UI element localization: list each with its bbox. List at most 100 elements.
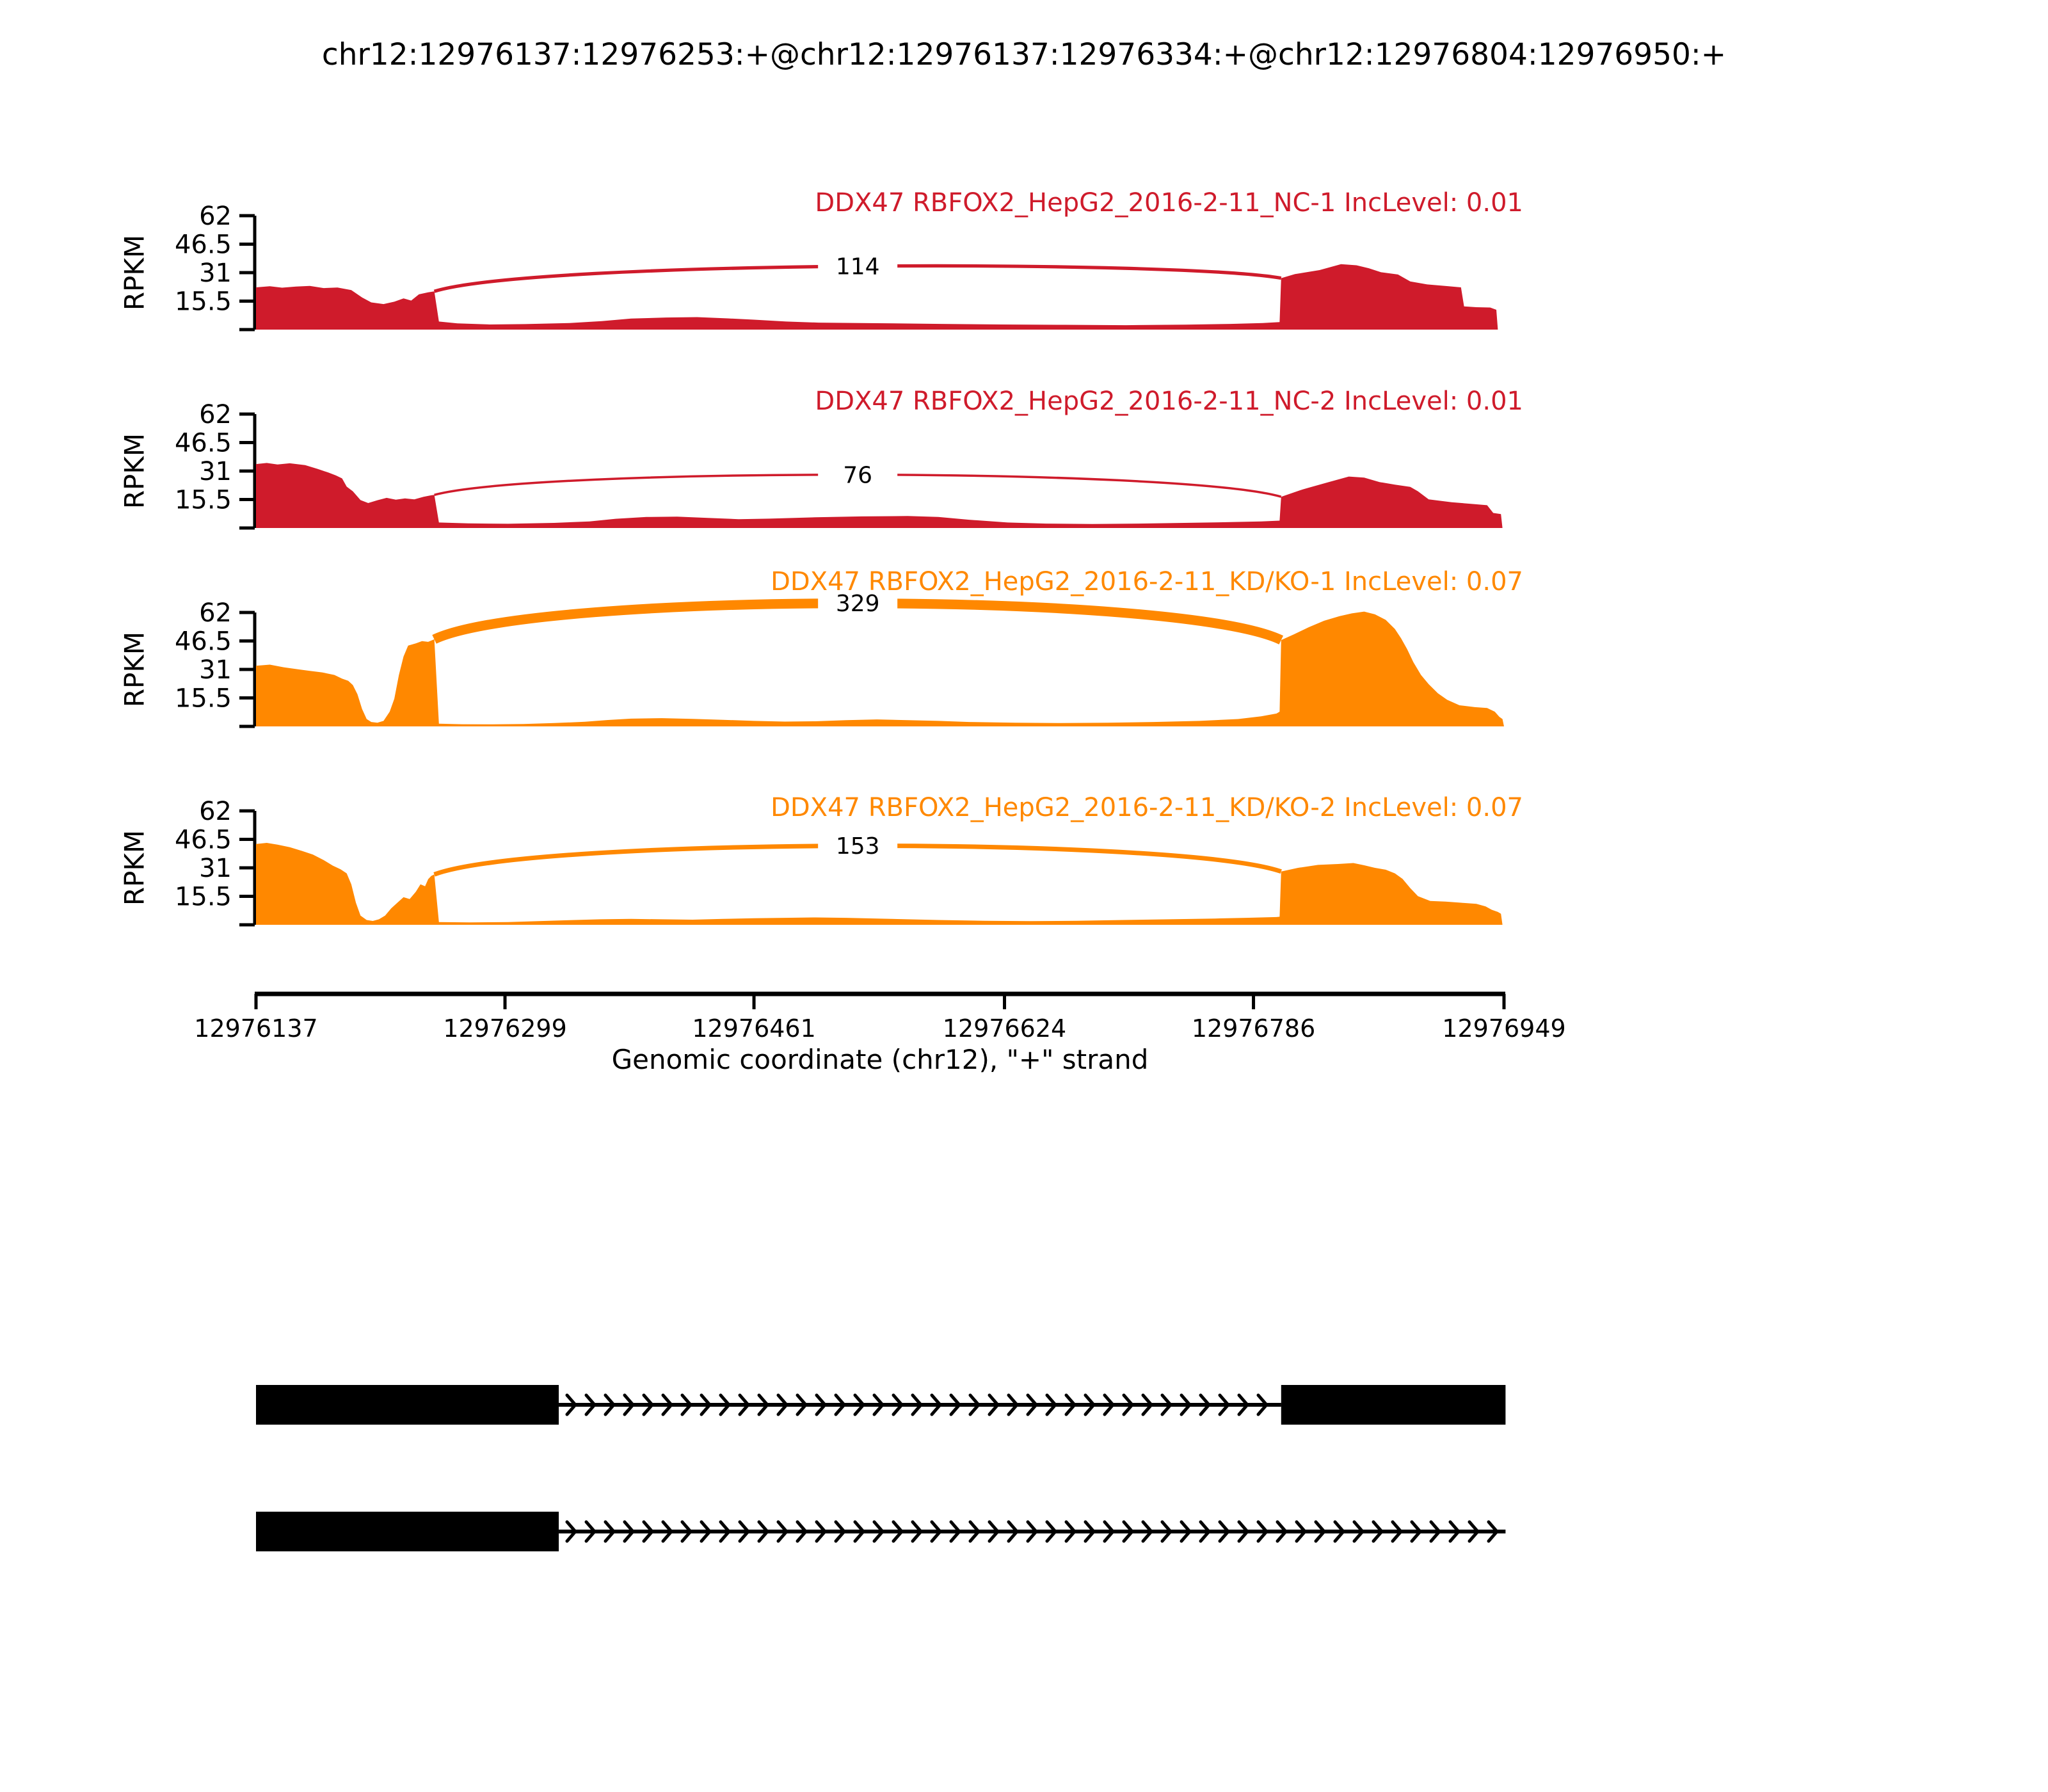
strand-arrow-icon bbox=[796, 1520, 808, 1543]
y-tick-label: 46.5 bbox=[175, 429, 232, 458]
strand-arrow-icon bbox=[1256, 1520, 1269, 1543]
junction-label-gap bbox=[818, 460, 898, 490]
strand-arrow-icon bbox=[738, 1393, 751, 1416]
track-title: DDX47 RBFOX2_HepG2_2016-2-11_NC-1 IncLev… bbox=[815, 188, 1523, 218]
strand-arrow-icon bbox=[1122, 1393, 1135, 1416]
y-tick-label: 31 bbox=[199, 655, 232, 685]
strand-arrow-icon bbox=[911, 1520, 924, 1543]
strand-arrow-icon bbox=[1429, 1520, 1442, 1543]
strand-arrow-icon bbox=[1141, 1520, 1154, 1543]
strand-arrow-icon bbox=[834, 1393, 847, 1416]
strand-arrow-icon bbox=[680, 1393, 693, 1416]
junction-count-label: 329 bbox=[836, 591, 880, 617]
strand-arrow-icon bbox=[1026, 1393, 1039, 1416]
strand-arrow-icon bbox=[584, 1393, 597, 1416]
strand-arrow-icon bbox=[642, 1520, 655, 1543]
strand-arrow-icon bbox=[1160, 1520, 1173, 1543]
strand-arrow-icon bbox=[565, 1393, 578, 1416]
strand-arrow-icon bbox=[1122, 1520, 1135, 1543]
coverage-area bbox=[256, 611, 1504, 726]
strand-arrow-icon bbox=[968, 1393, 981, 1416]
gene-model-row-1 bbox=[256, 1385, 1506, 1425]
strand-arrow-icon bbox=[892, 1520, 904, 1543]
strand-arrow-icon bbox=[1218, 1393, 1231, 1416]
track-title: DDX47 RBFOX2_HepG2_2016-2-11_KD/KO-1 Inc… bbox=[771, 567, 1523, 596]
strand-arrow-icon bbox=[757, 1520, 770, 1543]
strand-arrow-icon bbox=[853, 1520, 866, 1543]
x-tick-label: 12976624 bbox=[943, 1014, 1066, 1043]
track-title: DDX47 RBFOX2_HepG2_2016-2-11_KD/KO-2 Inc… bbox=[771, 793, 1523, 822]
strand-arrow-icon bbox=[776, 1520, 789, 1543]
strand-arrow-icon bbox=[1352, 1520, 1365, 1543]
strand-arrow-icon bbox=[565, 1520, 578, 1543]
y-tick-label: 31 bbox=[199, 854, 232, 883]
y-axis-title: RPKM bbox=[119, 632, 150, 707]
strand-arrow-icon bbox=[738, 1520, 751, 1543]
strand-arrow-icon bbox=[853, 1393, 866, 1416]
strand-arrows bbox=[565, 1393, 1269, 1416]
strand-arrow-icon bbox=[815, 1393, 828, 1416]
coverage-area bbox=[256, 264, 1498, 330]
exon-box bbox=[256, 1512, 559, 1551]
y-tick-label: 62 bbox=[199, 400, 232, 429]
strand-arrow-icon bbox=[930, 1393, 943, 1416]
y-axis-title: RPKM bbox=[119, 433, 150, 509]
strand-arrow-icon bbox=[1237, 1520, 1250, 1543]
strand-arrow-icon bbox=[661, 1393, 674, 1416]
strand-arrows bbox=[565, 1520, 1500, 1543]
strand-arrow-icon bbox=[949, 1520, 962, 1543]
y-tick-label: 46.5 bbox=[175, 230, 232, 260]
strand-arrow-icon bbox=[623, 1393, 636, 1416]
y-tick-label: 15.5 bbox=[175, 883, 232, 912]
strand-arrow-icon bbox=[1084, 1393, 1096, 1416]
strand-arrow-icon bbox=[1007, 1393, 1020, 1416]
coverage-area bbox=[256, 463, 1503, 528]
strand-arrow-icon bbox=[1026, 1520, 1039, 1543]
strand-arrow-icon bbox=[719, 1520, 732, 1543]
junction-count-label: 76 bbox=[843, 462, 872, 488]
strand-arrow-icon bbox=[700, 1520, 712, 1543]
y-axis-title: RPKM bbox=[119, 830, 150, 906]
strand-arrow-icon bbox=[1410, 1520, 1423, 1543]
strand-arrow-icon bbox=[1276, 1520, 1288, 1543]
y-axis-title: RPKM bbox=[119, 235, 150, 310]
strand-arrow-icon bbox=[834, 1520, 847, 1543]
strand-arrow-icon bbox=[661, 1520, 674, 1543]
strand-arrow-icon bbox=[815, 1520, 828, 1543]
strand-arrow-icon bbox=[1007, 1520, 1020, 1543]
exon-box bbox=[256, 1385, 559, 1425]
strand-arrow-icon bbox=[680, 1520, 693, 1543]
strand-arrow-icon bbox=[1064, 1393, 1077, 1416]
strand-arrow-icon bbox=[911, 1393, 924, 1416]
junction-label-gap bbox=[818, 251, 898, 281]
strand-arrow-icon bbox=[1372, 1520, 1384, 1543]
y-tick-label: 15.5 bbox=[175, 684, 232, 714]
strand-arrow-icon bbox=[988, 1520, 1000, 1543]
y-tick-label: 31 bbox=[199, 259, 232, 288]
strand-arrow-icon bbox=[1218, 1520, 1231, 1543]
x-tick-label: 12976299 bbox=[443, 1014, 566, 1043]
strand-arrow-icon bbox=[642, 1393, 655, 1416]
x-tick-label: 12976949 bbox=[1442, 1014, 1565, 1043]
x-axis-title: Genomic coordinate (chr12), "+" strand bbox=[612, 1044, 1149, 1075]
y-tick-label: 62 bbox=[199, 797, 232, 826]
strand-arrow-icon bbox=[988, 1393, 1000, 1416]
strand-arrow-icon bbox=[1237, 1393, 1250, 1416]
strand-arrow-icon bbox=[1487, 1520, 1500, 1543]
y-tick-label: 46.5 bbox=[175, 627, 232, 657]
strand-arrow-icon bbox=[1160, 1393, 1173, 1416]
strand-arrow-icon bbox=[1180, 1520, 1192, 1543]
strand-arrow-icon bbox=[1180, 1393, 1192, 1416]
x-axis: 12976137 12976299 12976461 12976624 12976786… bbox=[194, 991, 1566, 1075]
strand-arrow-icon bbox=[1295, 1520, 1308, 1543]
strand-arrow-icon bbox=[719, 1393, 732, 1416]
strand-arrow-icon bbox=[930, 1520, 943, 1543]
x-tick-label: 12976461 bbox=[692, 1014, 815, 1043]
strand-arrow-icon bbox=[1045, 1520, 1058, 1543]
y-tick-label: 31 bbox=[199, 457, 232, 486]
strand-arrow-icon bbox=[604, 1393, 616, 1416]
